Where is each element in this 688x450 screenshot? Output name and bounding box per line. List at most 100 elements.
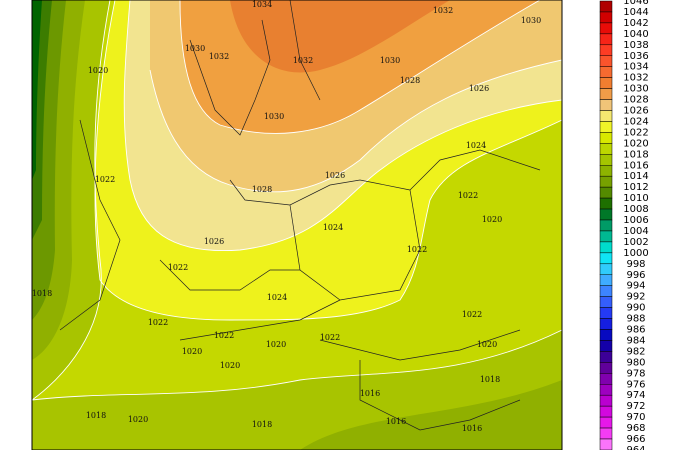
colorbar: 1046104410421040103810361034103210301028… (599, 0, 649, 450)
contour-label: 1022 (168, 263, 188, 272)
contour-label: 1032 (209, 52, 229, 61)
contour-label: 1024 (466, 141, 486, 150)
contour-label: 1018 (252, 420, 272, 429)
colorbar-cell (599, 384, 613, 396)
contour-label: 1020 (482, 215, 502, 224)
colorbar-cell (599, 110, 613, 122)
colorbar-label: 1028 (623, 95, 648, 106)
contour-label: 1030 (380, 56, 400, 65)
colorbar-label: 988 (626, 314, 645, 325)
contour-label: 1030 (521, 16, 541, 25)
colorbar-cell (599, 99, 613, 111)
colorbar-cell (599, 230, 613, 243)
colorbar-cell (599, 219, 613, 232)
contour-label: 1020 (128, 415, 148, 424)
contour-labels: 1034 1032 1030 1030 1032 1032 1030 1020 1028 1026… (32, 0, 541, 433)
contour-label: 1016 (462, 424, 482, 433)
contour-label: 1016 (386, 417, 406, 426)
contour-label: 1026 (469, 84, 489, 93)
colorbar-label: 1016 (623, 160, 648, 171)
colorbar-label: 1040 (623, 29, 648, 40)
contour-label: 1018 (86, 411, 106, 420)
colorbar-cell (599, 274, 613, 286)
colorbar-label: 976 (626, 379, 645, 390)
contour-label: 1020 (220, 361, 240, 370)
colorbar-cell (599, 186, 613, 199)
colorbar-cell (599, 340, 613, 352)
contour-label: 1026 (325, 171, 345, 180)
contour-label: 1018 (32, 289, 52, 298)
colorbar-cell (599, 252, 613, 265)
colorbar-label: 992 (626, 292, 645, 303)
colorbar-cell (599, 351, 613, 363)
colorbar-label: 1004 (623, 226, 648, 237)
colorbar-cell (599, 175, 613, 188)
contour-label: 1034 (252, 0, 272, 9)
colorbar-cell (599, 208, 613, 221)
colorbar-cell (599, 11, 613, 24)
colorbar-cell (599, 362, 613, 374)
colorbar-label: 1034 (623, 62, 648, 73)
colorbar-label: 984 (626, 335, 645, 346)
colorbar-cell (599, 241, 613, 254)
colorbar-cell (599, 33, 613, 46)
contour-label: 1028 (252, 185, 272, 194)
contour-label: 1024 (267, 293, 287, 302)
colorbar-cell (599, 154, 613, 166)
colorbar-label: 968 (626, 423, 645, 434)
colorbar-label: 1018 (623, 149, 648, 160)
colorbar-cell (599, 44, 613, 56)
contour-label: 1022 (148, 318, 168, 327)
colorbar-label: 1020 (623, 138, 648, 149)
colorbar-cell (599, 121, 613, 133)
colorbar-label: 990 (626, 303, 645, 314)
colorbar-cell (599, 88, 613, 100)
colorbar-label: 972 (626, 401, 645, 412)
colorbar-label: 996 (626, 270, 645, 281)
colorbar-label: 1002 (623, 237, 648, 248)
contour-label: 1022 (320, 333, 340, 342)
contour-label: 1032 (293, 56, 313, 65)
contour-label: 1026 (204, 237, 224, 246)
colorbar-cell (599, 55, 613, 67)
colorbar-label: 974 (626, 390, 645, 401)
contour-label: 1020 (182, 347, 202, 356)
contour-label: 1022 (462, 310, 482, 319)
contour-label: 1028 (400, 76, 420, 85)
colorbar-label: 1024 (623, 116, 648, 127)
colorbar-label: 1042 (623, 18, 648, 29)
colorbar-label: 978 (626, 368, 645, 379)
colorbar-label: 1036 (623, 51, 648, 62)
colorbar-label: 1046 (623, 0, 648, 7)
colorbar-label: 1038 (623, 40, 648, 51)
colorbar-cell (599, 143, 613, 155)
colorbar-label: 1006 (623, 215, 648, 226)
colorbar-label: 994 (626, 281, 645, 292)
colorbar-label: 982 (626, 346, 645, 357)
colorbar-cell (599, 77, 613, 89)
contour-label: 1030 (264, 112, 284, 121)
colorbar-label: 1000 (623, 248, 648, 259)
colorbar-cell (599, 438, 613, 450)
colorbar-cell (599, 165, 613, 177)
contour-label: 1032 (433, 6, 453, 15)
colorbar-label: 1008 (623, 204, 648, 215)
colorbar-cell (599, 0, 613, 13)
colorbar-label: 1030 (623, 84, 648, 95)
colorbar-cell (599, 373, 613, 385)
contour-label: 1022 (407, 245, 427, 254)
colorbar-label: 986 (626, 325, 645, 336)
colorbar-label: 964 (626, 445, 645, 450)
colorbar-label: 998 (626, 259, 645, 270)
contour-label: 1022 (95, 175, 115, 184)
colorbar-cell (599, 318, 613, 330)
colorbar-cell (599, 405, 613, 418)
contour-label: 1024 (323, 223, 343, 232)
colorbar-cell (599, 329, 613, 341)
colorbar-cell (599, 394, 613, 407)
colorbar-cell (599, 285, 613, 297)
colorbar-cell (599, 427, 613, 440)
contour-label: 1022 (458, 191, 478, 200)
colorbar-cell (599, 263, 613, 275)
